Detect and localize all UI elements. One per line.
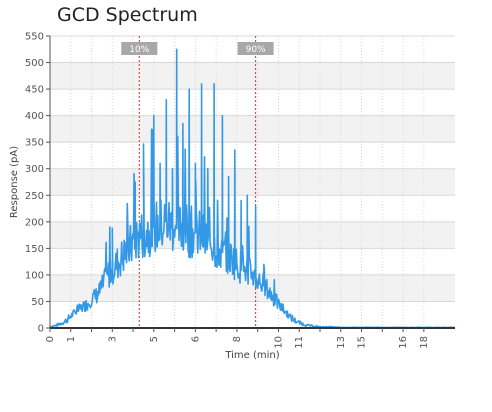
y-tick-label: 350 [25, 138, 44, 149]
y-tick-label: 200 [25, 217, 44, 228]
percent-marker-label-bg [121, 42, 158, 55]
y-tick-label: 100 [25, 270, 44, 281]
x-tick-label: 18 [419, 336, 430, 349]
percent-markers: 10% 90% [121, 36, 274, 328]
y-tick-label: 400 [25, 111, 44, 122]
percent-marker-label: 90% [246, 45, 266, 55]
x-tick-label: 10 [273, 336, 284, 349]
plot-band [50, 221, 455, 249]
y-tick-label: 450 [25, 85, 44, 96]
x-tick-label: 13 [336, 336, 347, 349]
y-tick-label: 50 [31, 297, 44, 308]
y-axis-label: Response (pA) [9, 146, 20, 218]
y-tick-label: 500 [25, 58, 44, 69]
x-axis-label: Time (min) [224, 350, 279, 361]
x-tick-label: 5 [149, 336, 160, 342]
y-tick-label: 0 [38, 324, 44, 335]
y-tick-label: 550 [25, 32, 44, 43]
axes [49, 36, 455, 329]
chart-title: GCD Spectrum [57, 4, 198, 26]
x-tick-label: 6 [190, 336, 201, 342]
plot-band [50, 168, 455, 196]
x-tick-label: 1 [66, 336, 77, 342]
x-tick-label: 0 [45, 336, 56, 342]
y-tick-label: 300 [25, 164, 44, 175]
plot-bands [50, 62, 455, 302]
y-tick-labels: 0 50 100 150 200 250 300 350 400 450 500 550 [25, 32, 50, 335]
x-tick-label: 11 [294, 336, 305, 349]
x-tick-label: 16 [398, 336, 409, 349]
x-tick-label: 3 [107, 336, 118, 342]
x-tick-labels: 0 1 3 5 6 8 10 11 13 15 16 18 [45, 328, 430, 349]
percent-marker-label-bg [237, 42, 274, 55]
y-tick-label: 250 [25, 191, 44, 202]
plot-band [50, 115, 455, 143]
x-tick-label: 8 [232, 336, 243, 342]
x-tick-label: 15 [357, 336, 368, 349]
percent-marker-label: 10% [129, 45, 149, 55]
plot-band [50, 62, 455, 90]
y-tick-label: 150 [25, 244, 44, 255]
